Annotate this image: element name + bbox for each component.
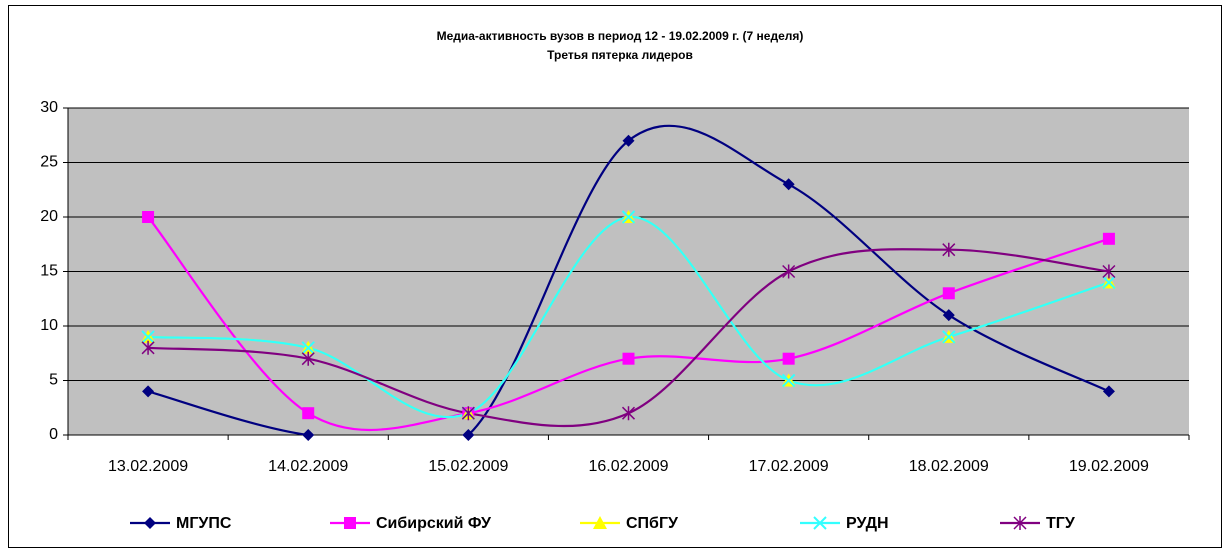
y-tick-label: 20 bbox=[40, 208, 58, 225]
legend-label: СПбГУ bbox=[626, 515, 679, 532]
legend-label: РУДН bbox=[846, 515, 889, 532]
marker bbox=[622, 134, 635, 147]
marker bbox=[1102, 232, 1115, 245]
marker bbox=[301, 351, 315, 366]
marker bbox=[621, 210, 636, 224]
marker bbox=[782, 178, 795, 191]
x-tick-label: 14.02.2009 bbox=[268, 458, 348, 475]
marker bbox=[461, 406, 475, 421]
marker bbox=[301, 341, 315, 355]
marker bbox=[1102, 275, 1116, 290]
x-tick-label: 17.02.2009 bbox=[749, 458, 829, 475]
marker bbox=[942, 242, 956, 257]
y-tick-label: 0 bbox=[49, 426, 58, 443]
marker bbox=[142, 385, 155, 398]
marker bbox=[942, 287, 955, 300]
legend-label: МГУПС bbox=[176, 515, 232, 532]
marker bbox=[142, 211, 155, 223]
y-tick-label: 30 bbox=[40, 99, 58, 116]
chart-subtitle: Третья пятерка лидеров bbox=[547, 48, 693, 62]
x-tick-label: 15.02.2009 bbox=[428, 458, 508, 475]
marker bbox=[141, 330, 155, 344]
x-tick-label: 16.02.2009 bbox=[588, 458, 668, 475]
marker bbox=[782, 352, 795, 365]
marker bbox=[302, 407, 315, 420]
marker bbox=[344, 517, 356, 529]
x-tick-label: 18.02.2009 bbox=[909, 458, 989, 475]
y-tick-label: 5 bbox=[49, 372, 58, 389]
marker bbox=[813, 516, 827, 530]
marker bbox=[1013, 516, 1027, 530]
marker bbox=[621, 406, 636, 421]
x-tick-label: 19.02.2009 bbox=[1069, 458, 1149, 475]
marker bbox=[593, 516, 607, 529]
chart-title: Медиа-активность вузов в период 12 - 19.… bbox=[437, 29, 804, 43]
legend-label: ТГУ bbox=[1046, 515, 1076, 532]
marker bbox=[302, 429, 315, 441]
y-tick-label: 25 bbox=[40, 154, 58, 171]
marker bbox=[781, 373, 796, 388]
marker bbox=[144, 517, 156, 529]
marker bbox=[622, 352, 635, 365]
marker bbox=[1102, 385, 1115, 398]
marker bbox=[782, 264, 796, 279]
marker bbox=[1102, 264, 1116, 279]
legend-label: Сибирский ФУ bbox=[376, 515, 492, 532]
marker bbox=[942, 309, 955, 322]
marker bbox=[141, 340, 155, 355]
marker bbox=[462, 429, 475, 441]
y-tick-label: 15 bbox=[40, 263, 58, 280]
x-tick-label: 13.02.2009 bbox=[108, 458, 188, 475]
y-tick-label: 10 bbox=[40, 317, 58, 334]
marker bbox=[942, 330, 956, 344]
